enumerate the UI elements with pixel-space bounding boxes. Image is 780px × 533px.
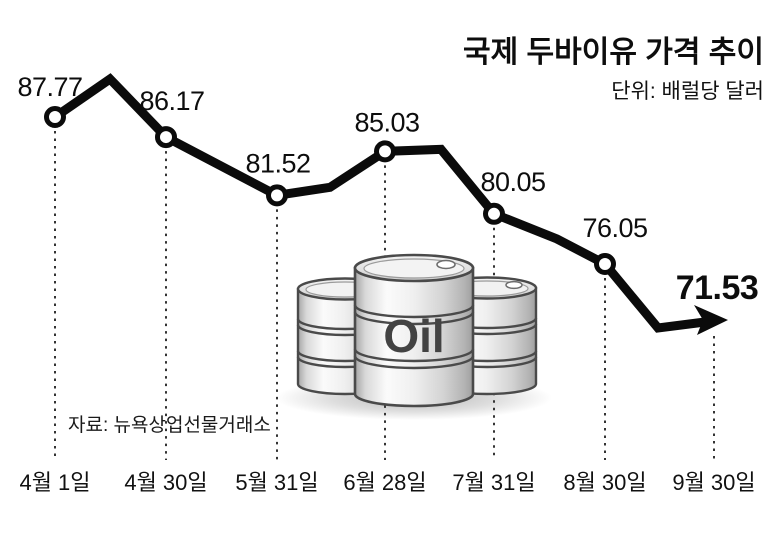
barrel-cap (505, 280, 523, 290)
value-label: 86.17 (139, 86, 204, 116)
axis-label: 8월 30일 (563, 470, 646, 495)
axis-label: 4월 30일 (124, 470, 207, 495)
axis-label: 9월 30일 (672, 470, 755, 495)
source-note: 자료: 뉴욕상업선물거래소 (68, 414, 271, 436)
point-marker (483, 202, 505, 225)
value-label: 87.77 (17, 72, 82, 102)
oil-barrels-illustration: Oil (276, 253, 552, 420)
axis-label: 7월 31일 (452, 470, 535, 495)
barrel-cap (436, 259, 456, 270)
value-label: 76.05 (582, 213, 647, 243)
point-marker (44, 106, 66, 128)
oil-barrel-center: Oil (353, 253, 475, 408)
point-marker (594, 252, 616, 275)
point-marker (266, 184, 288, 207)
value-label: 71.53 (676, 269, 759, 307)
chart-title: 국제 두바이유 가격 추이 (463, 36, 764, 69)
value-label: 80.05 (480, 167, 545, 197)
unit-label: 단위: 배럴당 달러 (611, 80, 764, 103)
trend-arrow-icon (694, 305, 728, 335)
point-marker (374, 140, 396, 163)
axis-label: 5월 31일 (235, 470, 318, 495)
oil-barrel-label: Oil (383, 310, 444, 362)
axis-label: 6월 28일 (343, 470, 426, 495)
value-label: 85.03 (354, 107, 419, 137)
point-marker (155, 126, 177, 149)
value-label: 81.52 (245, 148, 310, 178)
price-line (52, 73, 706, 333)
axis-label: 4월 1일 (19, 470, 90, 495)
